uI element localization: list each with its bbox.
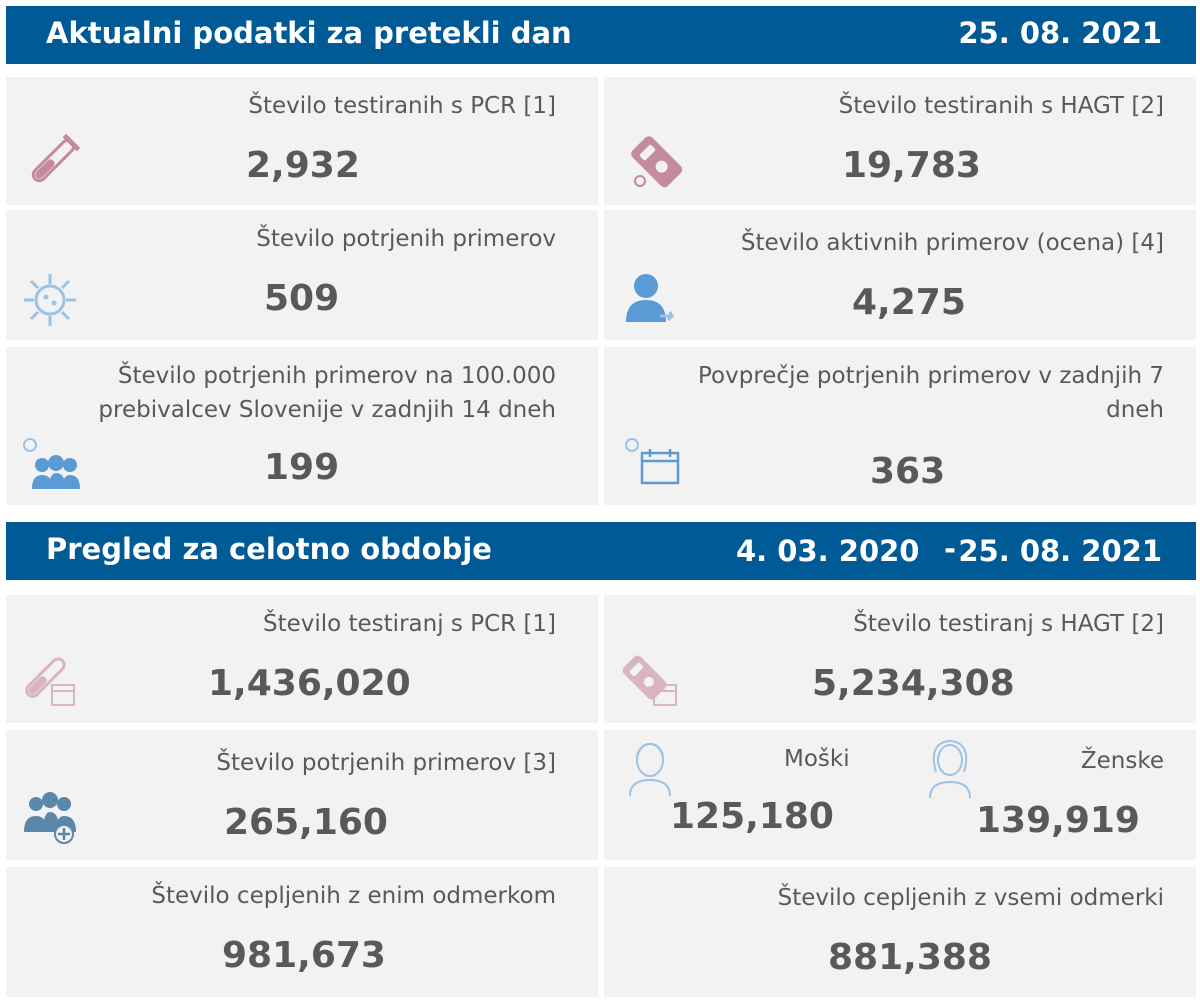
- daily-hagt-label: Število testiranih s HAGT [2]: [838, 93, 1164, 119]
- daily-avg7-label: Povprečje potrjenih primerov v zadnjih 7…: [698, 359, 1164, 427]
- total-title: Pregled za celotno obdobje: [46, 532, 492, 566]
- man-icon: [629, 742, 671, 797]
- card-daily-active: Število aktivnih primerov (ocena) [4] 4,…: [604, 210, 1196, 340]
- total-header: Pregled za celotno obdobje 4. 03. 2020 -…: [6, 522, 1196, 580]
- daily-per100k-label-line1: Število potrjenih primerov na 100.000: [117, 363, 556, 389]
- vacc-one-label: Število cepljenih z enim odmerkom: [151, 883, 556, 909]
- total-pcr-label: Število testiranj s PCR [1]: [262, 611, 556, 637]
- card-daily-pcr: Število testiranih s PCR [1] 2,932: [6, 77, 598, 205]
- daily-avg7-label-line2: dneh: [1106, 397, 1164, 423]
- card-total-hagt: Število testiranj s HAGT [2] 5,234,308: [604, 595, 1196, 723]
- daily-pcr-value: 2,932: [246, 145, 360, 186]
- female-label: Ženske: [1080, 748, 1164, 774]
- daily-hagt-value: 19,783: [842, 145, 981, 186]
- total-pcr-value: 1,436,020: [208, 663, 411, 704]
- card-daily-avg7: Povprečje potrjenih primerov v zadnjih 7…: [604, 347, 1196, 505]
- calendar-virus-icon: [625, 438, 680, 485]
- total-date-dash: -: [944, 532, 957, 566]
- virus-icon: [24, 274, 76, 326]
- total-hagt-label: Število testiranj s HAGT [2]: [853, 611, 1164, 637]
- daily-active-label: Število aktivnih primerov (ocena) [4]: [740, 230, 1164, 256]
- daily-confirmed-value: 509: [264, 278, 340, 319]
- total-confirmed-label: Število potrjenih primerov [3]: [216, 750, 556, 776]
- rapid-test-icon: [631, 136, 683, 188]
- total-confirmed-value: 265,160: [224, 802, 388, 843]
- total-date-start: 4. 03. 2020: [736, 534, 920, 568]
- rapid-test-calendar-icon: [622, 655, 677, 706]
- card-daily-confirmed: Število potrjenih primerov 509: [6, 210, 598, 340]
- vacc-one-value: 981,673: [222, 935, 386, 976]
- female-value: 139,919: [976, 800, 1140, 841]
- card-daily-per100k: Število potrjenih primerov na 100.000 pr…: [6, 347, 598, 505]
- person-icon: [626, 274, 675, 322]
- daily-date: 25. 08. 2021: [958, 16, 1162, 50]
- group-virus-icon: [23, 438, 80, 489]
- woman-icon: [929, 740, 971, 799]
- daily-avg7-value: 363: [870, 451, 946, 492]
- daily-pcr-label: Število testiranih s PCR [1]: [248, 93, 556, 119]
- card-total-confirmed: Število potrjenih primerov [3] 265,160: [6, 730, 598, 860]
- total-hagt-value: 5,234,308: [812, 663, 1015, 704]
- card-vacc-one: Število cepljenih z enim odmerkom 981,67…: [6, 867, 598, 997]
- card-daily-hagt: Število testiranih s HAGT [2] 19,783: [604, 77, 1196, 205]
- test-tube-calendar-icon: [25, 657, 75, 706]
- daily-avg7-label-line1: Povprečje potrjenih primerov v zadnjih 7: [698, 363, 1164, 389]
- card-total-gender: Moški 125,180 Ženske 139,919: [604, 730, 1196, 860]
- test-tube-icon: [31, 133, 81, 183]
- daily-per100k-value: 199: [264, 447, 340, 488]
- card-total-pcr: Število testiranj s PCR [1] 1,436,020: [6, 595, 598, 723]
- vacc-all-label: Število cepljenih z vsemi odmerki: [777, 885, 1164, 911]
- total-date-end: 25. 08. 2021: [958, 534, 1162, 568]
- daily-header: Aktualni podatki za pretekli dan 25. 08.…: [6, 6, 1196, 64]
- daily-confirmed-label: Število potrjenih primerov: [256, 226, 556, 252]
- male-value: 125,180: [670, 796, 834, 837]
- daily-active-value: 4,275: [852, 282, 966, 323]
- vacc-all-value: 881,388: [828, 937, 992, 978]
- daily-per100k-label: Število potrjenih primerov na 100.000 pr…: [98, 359, 556, 427]
- daily-per100k-label-line2: prebivalcev Slovenije v zadnjih 14 dneh: [98, 397, 556, 423]
- male-label: Moški: [784, 746, 850, 772]
- daily-title: Aktualni podatki za pretekli dan: [46, 16, 572, 50]
- card-vacc-all: Število cepljenih z vsemi odmerki 881,38…: [604, 867, 1196, 997]
- group-plus-icon: [24, 792, 76, 844]
